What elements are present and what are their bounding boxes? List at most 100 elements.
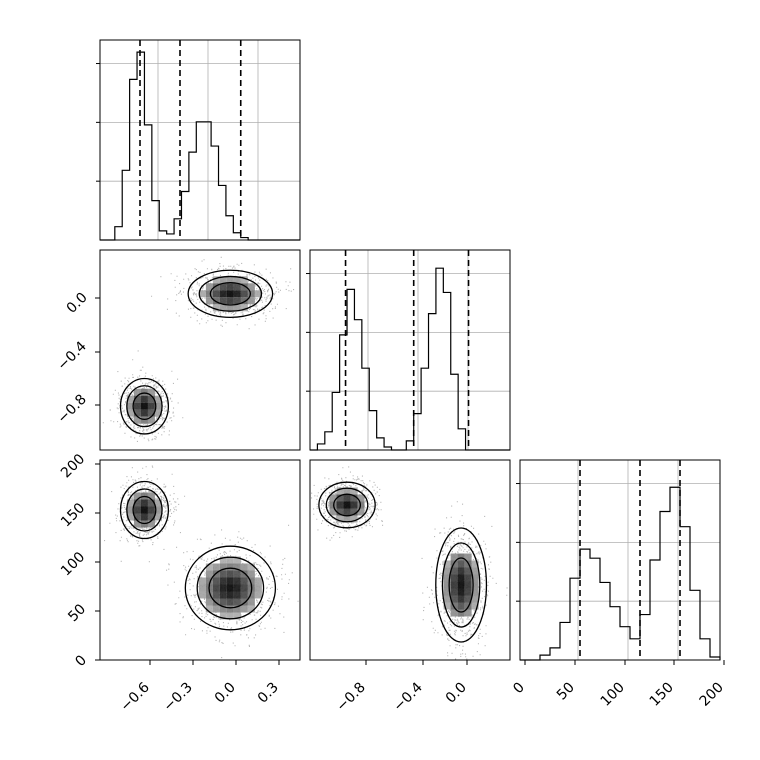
tick-label: −0.4	[54, 338, 89, 373]
density-cell	[140, 402, 148, 410]
contour-line	[441, 542, 481, 628]
density-cell	[219, 563, 227, 571]
contour-line	[318, 481, 376, 529]
density-cell	[205, 591, 213, 599]
density-cell	[205, 605, 213, 613]
panel-frame	[309, 459, 511, 661]
density-cell	[133, 416, 141, 424]
tick-label: 0.0	[443, 680, 470, 707]
density-cell	[212, 563, 220, 571]
density-cell	[212, 584, 220, 592]
density-cell	[133, 409, 141, 417]
density-cell	[457, 574, 465, 582]
density-cell	[240, 584, 248, 592]
density-cell	[140, 409, 148, 417]
density-cell	[233, 276, 241, 284]
tick-label: 0	[72, 652, 90, 670]
density-cell	[233, 584, 241, 592]
density-cell	[329, 501, 337, 509]
density-cell	[154, 499, 162, 507]
tick-label: 50	[65, 601, 89, 625]
density-cell	[233, 297, 241, 305]
density-cell	[233, 304, 241, 312]
density-cell	[233, 612, 241, 620]
density-cell	[464, 567, 472, 575]
density-cell	[240, 570, 248, 578]
density-cell	[154, 513, 162, 521]
density-cell	[140, 499, 148, 507]
density-cell	[457, 567, 465, 575]
density-cell	[357, 508, 365, 516]
density-cell	[205, 563, 213, 571]
density-cell	[457, 588, 465, 596]
density-cell	[219, 304, 227, 312]
tick-label: 0.3	[255, 680, 282, 707]
density-cell	[471, 574, 479, 582]
density-cell	[212, 598, 220, 606]
density-cell	[226, 570, 234, 578]
density-cell	[443, 602, 451, 610]
contour-line	[208, 567, 253, 609]
density-cell	[205, 283, 213, 291]
density-cell	[219, 591, 227, 599]
density-cell	[450, 574, 458, 582]
scatter-2-1-panel	[309, 459, 511, 661]
density-cell	[226, 290, 234, 298]
density-cell	[147, 506, 155, 514]
density-cell	[205, 297, 213, 305]
density-cell	[205, 577, 213, 585]
tick-label: 200	[697, 680, 727, 710]
tick-label: 100	[58, 549, 88, 579]
density-cell	[133, 499, 141, 507]
density-cell	[126, 499, 134, 507]
density-cell	[198, 577, 206, 585]
hist-1-panel	[306, 249, 511, 451]
tick-label: 0.0	[64, 290, 91, 317]
density-cell	[336, 494, 344, 502]
tick-label: 150	[58, 500, 88, 530]
density-cell	[154, 506, 162, 514]
density-cell	[147, 402, 155, 410]
density-cell	[212, 570, 220, 578]
hist-0-panel	[96, 39, 301, 241]
density-cell	[147, 388, 155, 396]
scatter-1-0-data	[102, 256, 295, 442]
density-cell	[147, 416, 155, 424]
density-cell	[457, 553, 465, 561]
y-tick-labels: 0.0 −0.4 −0.8 0 50 100 150 200	[54, 290, 90, 670]
density-cell	[154, 409, 162, 417]
density-cell	[336, 515, 344, 523]
tick-label: 150	[647, 680, 677, 710]
x-tick-labels: −0.6 −0.3 0.0 0.3 −0.8 −0.4 0.0 0 50 100…	[117, 679, 726, 714]
density-cell	[247, 605, 255, 613]
density-cell	[219, 297, 227, 305]
density-cell	[233, 598, 241, 606]
density-cell	[443, 567, 451, 575]
density-cell	[350, 515, 358, 523]
density-cell	[350, 487, 358, 495]
histogram-step	[100, 51, 300, 241]
tick-label: −0.3	[160, 680, 195, 715]
density-cell	[133, 513, 141, 521]
density-cell	[212, 297, 220, 305]
density-cell	[212, 605, 220, 613]
density-cell	[464, 553, 472, 561]
density-cell	[450, 567, 458, 575]
density-cell	[126, 395, 134, 403]
density-cell	[219, 605, 227, 613]
density-cell	[126, 513, 134, 521]
tick-label: −0.8	[333, 680, 368, 715]
density-cell	[219, 584, 227, 592]
tick-label: 0.0	[212, 680, 239, 707]
density-cell	[336, 501, 344, 509]
density-cell	[450, 553, 458, 561]
density-cell	[457, 602, 465, 610]
panel-frame	[99, 249, 301, 451]
density-cell	[212, 577, 220, 585]
panel-frame	[99, 39, 301, 241]
density-cell	[140, 388, 148, 396]
density-cell	[226, 577, 234, 585]
density-cell	[212, 290, 220, 298]
density-cell	[133, 402, 141, 410]
